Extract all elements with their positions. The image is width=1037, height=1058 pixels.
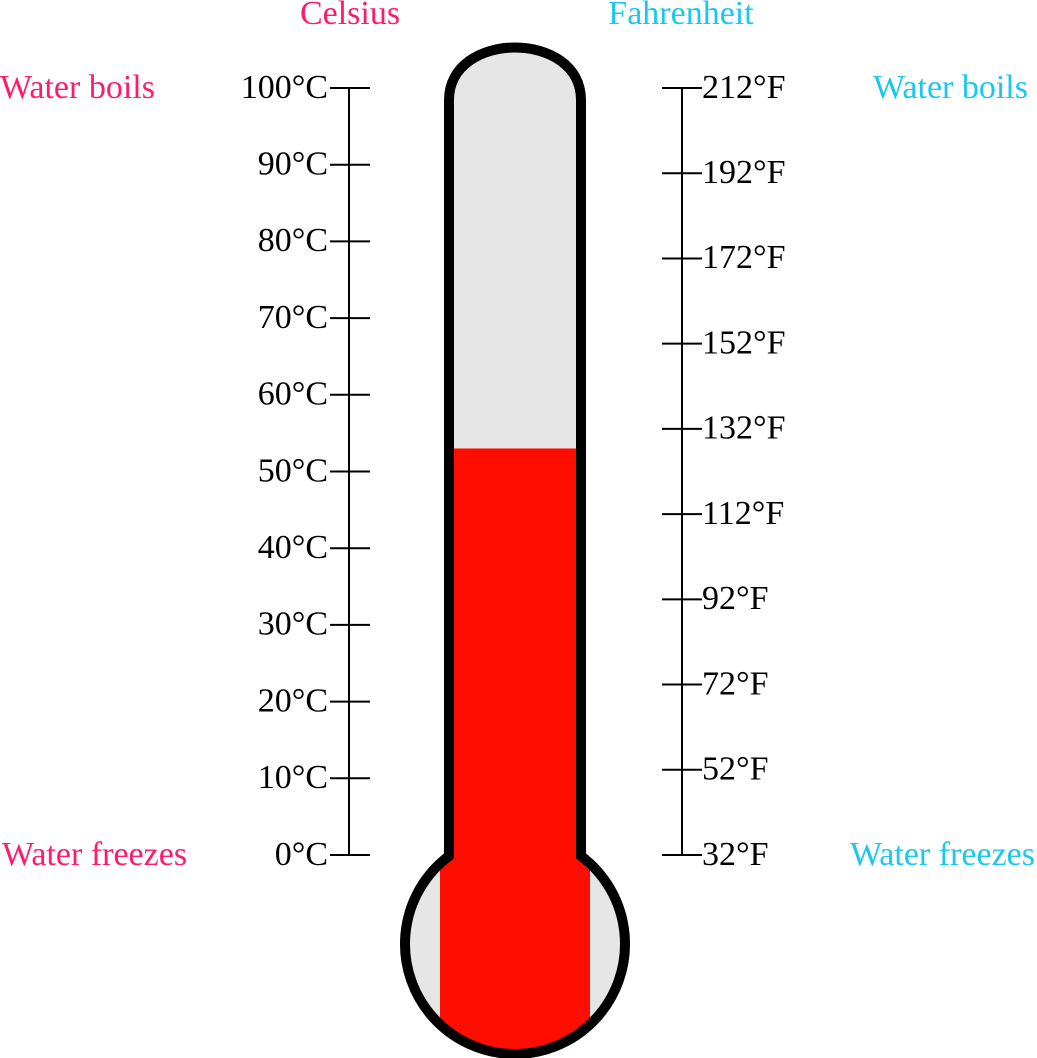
celsius-freezes-label: Water freezes	[2, 836, 187, 873]
celsius-tick-label: 0°C	[275, 836, 328, 873]
fahrenheit-boils-label: Water boils	[873, 69, 1028, 106]
celsius-title: Celsius	[300, 0, 400, 32]
fahrenheit-tick-label: 72°F	[702, 665, 769, 702]
fahrenheit-tick-label: 152°F	[702, 324, 786, 361]
fahrenheit-tick-label: 212°F	[702, 69, 786, 106]
celsius-tick-label: 80°C	[258, 222, 328, 259]
fahrenheit-tick-label: 132°F	[702, 410, 786, 447]
fahrenheit-title: Fahrenheit	[608, 0, 754, 32]
celsius-tick-label: 30°C	[258, 606, 328, 643]
celsius-tick-label: 60°C	[258, 376, 328, 413]
fahrenheit-tick-label: 92°F	[702, 580, 769, 617]
fahrenheit-tick-label: 112°F	[702, 495, 784, 532]
mercury-fill	[440, 448, 590, 1054]
celsius-tick-label: 100°C	[241, 69, 328, 106]
celsius-boils-label: Water boils	[0, 69, 155, 106]
fahrenheit-freezes-label: Water freezes	[850, 836, 1035, 873]
axes	[330, 87, 702, 856]
celsius-tick-label: 90°C	[258, 145, 328, 182]
fahrenheit-tick-label: 52°F	[702, 751, 769, 788]
celsius-tick-label: 10°C	[258, 759, 328, 796]
celsius-tick-label: 70°C	[258, 299, 328, 336]
fahrenheit-tick-label: 192°F	[702, 154, 786, 191]
fahrenheit-tick-label: 32°F	[702, 836, 769, 873]
celsius-tick-label: 40°C	[258, 529, 328, 566]
celsius-tick-label: 50°C	[258, 452, 328, 489]
tube-outline	[400, 42, 630, 1058]
celsius-tick-label: 20°C	[258, 682, 328, 719]
fahrenheit-tick-label: 172°F	[702, 239, 786, 276]
